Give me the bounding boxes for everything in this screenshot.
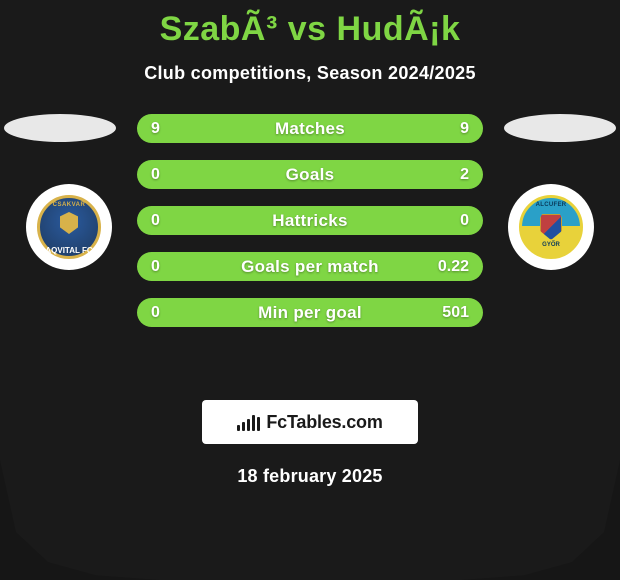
bar-chart-icon — [237, 413, 260, 431]
stat-value-right: 0.22 — [438, 258, 469, 276]
date-label: 18 february 2025 — [0, 466, 620, 487]
stat-label: Matches — [275, 119, 345, 139]
stat-row-goals-per-match: 0 Goals per match 0.22 — [137, 252, 483, 281]
stat-value-left: 0 — [151, 304, 160, 322]
stat-value-left: 9 — [151, 120, 160, 138]
stat-value-right: 501 — [442, 304, 469, 322]
stat-value-left: 0 — [151, 258, 160, 276]
brand-text: FcTables.com — [266, 412, 382, 433]
stat-label: Min per goal — [258, 303, 362, 323]
club-left-mid-text: AQVITAL FC — [45, 246, 92, 255]
stat-value-right: 0 — [460, 212, 469, 230]
club-badge-right: ALCUFER GYŐR — [508, 184, 594, 270]
shield-icon — [540, 214, 562, 240]
stat-value-left: 0 — [151, 212, 160, 230]
brand-badge: FcTables.com — [202, 400, 418, 444]
stat-label: Goals — [286, 165, 335, 185]
page-title: SzabÃ³ vs HudÃ¡k — [0, 0, 620, 49]
stat-value-right: 9 — [460, 120, 469, 138]
stats-column: 9 Matches 9 0 Goals 2 0 Hattricks 0 0 Go… — [137, 114, 483, 327]
stat-value-right: 2 — [460, 166, 469, 184]
player-left-avatar-placeholder — [4, 114, 116, 142]
stat-label: Goals per match — [241, 257, 379, 277]
stat-label: Hattricks — [272, 211, 347, 231]
club-right-bot-text: GYŐR — [542, 242, 560, 248]
club-crest-right-icon: ALCUFER GYŐR — [519, 195, 583, 259]
stat-row-matches: 9 Matches 9 — [137, 114, 483, 143]
shield-icon — [60, 212, 78, 234]
stat-row-hattricks: 0 Hattricks 0 — [137, 206, 483, 235]
club-left-top-text: CSAKVAR — [53, 202, 86, 208]
club-crest-left-icon: CSAKVAR AQVITAL FC — [37, 195, 101, 259]
club-badge-left: CSAKVAR AQVITAL FC — [26, 184, 112, 270]
comparison-area: CSAKVAR AQVITAL FC ALCUFER GYŐR 9 Matche… — [0, 114, 620, 364]
stat-row-min-per-goal: 0 Min per goal 501 — [137, 298, 483, 327]
club-right-top-text: ALCUFER — [536, 202, 567, 208]
page-subtitle: Club competitions, Season 2024/2025 — [0, 63, 620, 84]
player-right-avatar-placeholder — [504, 114, 616, 142]
stat-value-left: 0 — [151, 166, 160, 184]
stat-row-goals: 0 Goals 2 — [137, 160, 483, 189]
